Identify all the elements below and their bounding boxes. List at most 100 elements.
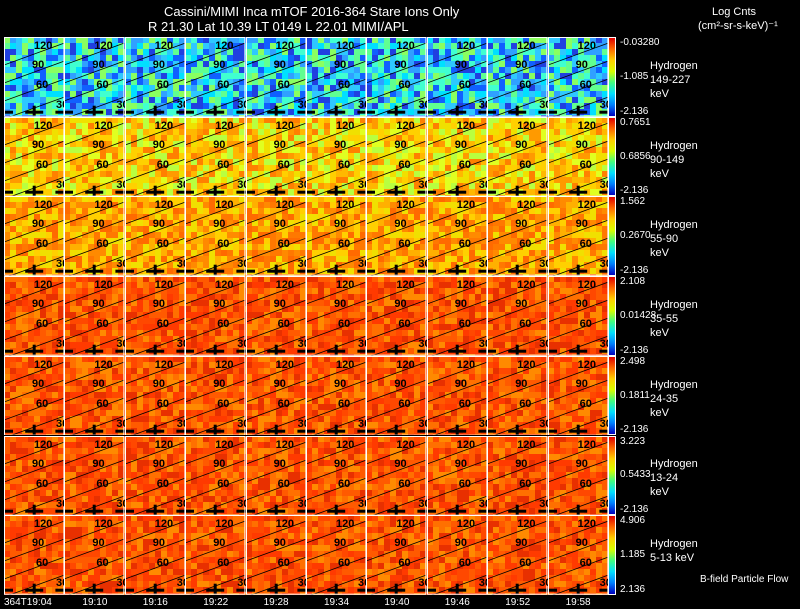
latitude-label: 120 xyxy=(34,438,53,451)
colorbar xyxy=(608,435,616,516)
latitude-label: 120 xyxy=(336,119,355,132)
latitude-label: 90 xyxy=(32,298,45,311)
latitude-label: 120 xyxy=(456,518,476,531)
latitude-label: 30 xyxy=(56,577,64,590)
latitude-label: 30 xyxy=(116,577,124,590)
latitude-label: 30 xyxy=(599,99,608,111)
species-label: Hydrogen 35-55 keV xyxy=(650,298,698,340)
latitude-label: 90 xyxy=(334,537,347,550)
latitude-label: 30 xyxy=(358,99,366,111)
latitude-label: 120 xyxy=(34,279,53,292)
latitude-label: 60 xyxy=(277,557,290,570)
latitude-label: 60 xyxy=(338,238,351,251)
colorbar-mid: 1.185 xyxy=(620,549,646,561)
ena-image-panel: 120 90 60 30 xyxy=(64,37,125,117)
latitude-label: 90 xyxy=(32,59,45,71)
ena-image-panel: 120 90 60 30 xyxy=(306,196,367,277)
latitude-label: 90 xyxy=(152,138,166,151)
latitude-label: 60 xyxy=(398,318,411,331)
energy-range: 24-35 keV xyxy=(650,392,679,419)
latitude-label: 60 xyxy=(277,238,290,251)
latitude-label: 60 xyxy=(519,318,532,331)
species-label: Hydrogen 5-13 keV xyxy=(650,537,698,565)
latitude-label: 120 xyxy=(154,40,174,52)
energy-row: 120 90 60 30 120 90 60 30 120 90 60 30 120 90 60 30 120 9… xyxy=(4,435,698,516)
ena-image-panel: 120 90 60 30 xyxy=(124,515,186,595)
latitude-label: 120 xyxy=(275,119,294,132)
latitude-label: 120 xyxy=(396,119,415,132)
colorbar-mid: 0.5433 xyxy=(620,469,651,481)
latitude-label: 30 xyxy=(297,178,306,191)
latitude-label: 90 xyxy=(92,218,105,231)
latitude-label: 120 xyxy=(275,438,294,451)
latitude-label: 120 xyxy=(34,518,53,531)
latitude-label: 90 xyxy=(213,59,226,71)
latitude-label: 30 xyxy=(116,99,124,111)
latitude-label: 120 xyxy=(456,279,476,292)
latitude-label: 60 xyxy=(96,238,109,251)
ena-image-panel: 120 90 60 30 xyxy=(487,196,548,277)
colorbar-max: 0.7651 xyxy=(620,116,651,128)
latitude-label: 90 xyxy=(515,457,528,470)
species-name: Hydrogen xyxy=(650,378,698,391)
latitude-label: 120 xyxy=(456,40,476,52)
latitude-label: 90 xyxy=(394,218,407,231)
latitude-label: 60 xyxy=(579,557,592,570)
latitude-label: 90 xyxy=(515,377,528,390)
ena-image-panel: 120 90 60 30 xyxy=(487,355,548,436)
colorbar-mid: 0.2670 xyxy=(620,230,651,242)
latitude-label: 30 xyxy=(599,497,608,510)
ena-image-panel: 120 90 60 30 xyxy=(124,37,186,117)
latitude-label: 60 xyxy=(156,557,170,570)
latitude-label: 60 xyxy=(217,557,230,570)
ena-image-panel: 120 90 60 30 xyxy=(124,276,186,356)
latitude-label: 60 xyxy=(156,158,170,171)
latitude-label: 30 xyxy=(237,99,245,111)
latitude-label: 30 xyxy=(599,577,608,590)
ena-image-panel: 120 90 60 30 xyxy=(426,276,488,356)
latitude-label: 120 xyxy=(215,358,234,371)
latitude-label: 60 xyxy=(519,79,532,91)
latitude-label: 90 xyxy=(273,537,286,550)
ena-image-panel: 120 90 60 30 xyxy=(185,276,246,356)
species-name: Hydrogen xyxy=(650,458,698,471)
latitude-label: 30 xyxy=(539,258,547,271)
enа-image-grid: 1209060301209060301209060301209060301209… xyxy=(4,37,698,595)
latitude-label: 60 xyxy=(277,318,290,331)
ena-image-panel: 120 90 60 30 xyxy=(4,515,65,595)
colorbar-mid: 0.01428 xyxy=(620,309,657,321)
latitude-label: 30 xyxy=(478,417,487,430)
latitude-label: 120 xyxy=(34,199,53,212)
latitude-label: 60 xyxy=(277,158,290,171)
ena-image-panel: 120 90 60 30 xyxy=(487,435,548,516)
latitude-label: 90 xyxy=(334,457,347,470)
latitude-label: 60 xyxy=(398,477,411,490)
latitude-label: 30 xyxy=(478,178,487,191)
latitude-label: 30 xyxy=(237,497,245,510)
latitude-label: 60 xyxy=(156,318,170,331)
latitude-label: 90 xyxy=(575,59,588,71)
colorbar xyxy=(608,276,616,356)
species-name: Hydrogen xyxy=(650,139,698,152)
latitude-label: 30 xyxy=(418,178,426,191)
time-label: 19:10 xyxy=(82,597,108,608)
ena-image-panel: 120 90 60 30 xyxy=(4,435,65,516)
latitude-label: 120 xyxy=(517,518,536,531)
ena-image-panel: 120 90 60 30 xyxy=(185,116,246,197)
latitude-label: 60 xyxy=(579,477,592,490)
latitude-label: 30 xyxy=(478,577,487,590)
latitude-label: 60 xyxy=(519,158,532,171)
latitude-label: 60 xyxy=(217,397,230,410)
time-label: 19:22 xyxy=(203,597,229,608)
latitude-label: 30 xyxy=(56,497,64,510)
latitude-label: 90 xyxy=(32,138,45,151)
colorbar-min: -2.136 xyxy=(620,504,649,516)
ena-image-panel: 120 90 60 30 xyxy=(547,37,608,117)
latitude-label: 30 xyxy=(116,417,124,430)
latitude-label: 30 xyxy=(176,178,185,191)
latitude-label: 90 xyxy=(32,457,45,470)
latitude-label: 120 xyxy=(336,40,355,52)
ena-image-panel: 120 90 60 30 xyxy=(245,435,306,516)
latitude-label: 60 xyxy=(458,397,472,410)
latitude-label: 90 xyxy=(92,377,105,390)
